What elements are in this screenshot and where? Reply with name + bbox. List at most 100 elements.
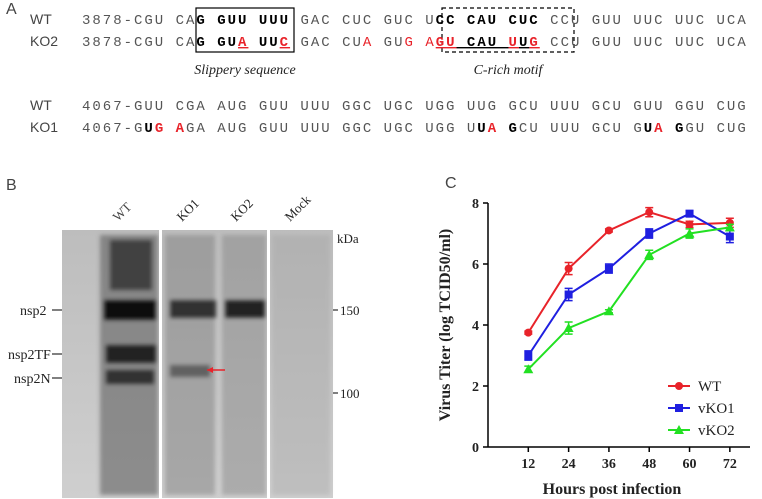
sequence-segment: 3878-CGU CA — [82, 35, 196, 51]
x-tick-label: 48 — [642, 457, 656, 472]
sequence-segment: GU — [436, 35, 457, 51]
series-line — [527, 226, 730, 370]
sequence-segment: U — [144, 121, 154, 137]
sequence-segment: GA AUG GUU UUU GGC UGC UGG U — [186, 121, 477, 137]
sequence-segment: GAC CU — [290, 35, 363, 51]
panel-label: C — [445, 175, 457, 192]
marker — [675, 382, 683, 390]
marker — [684, 228, 695, 238]
sequence-segment: A — [176, 121, 186, 137]
panel-label: A — [6, 1, 17, 18]
x-tick-label: 12 — [521, 457, 535, 472]
marker — [564, 264, 573, 273]
sequence-segment: A — [425, 35, 435, 51]
sequence-segment: 3878-CGU CA — [82, 13, 196, 29]
marker — [524, 351, 533, 360]
sequence-segment: A — [363, 35, 373, 51]
sequence-segment: CCU GUU UUC UUC UCA — [540, 35, 748, 51]
marker — [674, 425, 684, 434]
sequence-segment: G — [675, 121, 685, 137]
caption: C-rich motif — [474, 63, 545, 78]
marker — [523, 364, 534, 374]
sequence-rows: WT 3878-CGU CAG GUU UUU GAC CUC GUC UCC C… — [30, 11, 748, 137]
gel-lanes — [100, 235, 330, 495]
sequence-segment: G — [405, 35, 415, 51]
unit-label: kDa — [337, 231, 359, 246]
slippery-box — [195, 7, 295, 53]
sequence-segment: U — [477, 121, 487, 137]
sequence-segment — [415, 35, 425, 51]
marker — [645, 208, 654, 217]
series-line — [527, 211, 730, 334]
x-tick-label: 72 — [723, 457, 737, 472]
lane-label: WT — [110, 199, 135, 224]
sequence-segment: U — [509, 35, 519, 51]
sequence-segment: 4067-GUU CGA AUG GUU UUU GGC UGC UGG UUG… — [82, 99, 748, 115]
sequence-segment: A — [238, 35, 248, 51]
y-tick-label: 4 — [472, 319, 479, 334]
marker — [644, 249, 655, 259]
y-tick-label: 0 — [472, 441, 479, 456]
sequence-segment: 4067-G — [82, 121, 144, 137]
marker — [564, 290, 573, 299]
panel-label: B — [6, 177, 17, 194]
sequence: 4067-GUG AGA AUG GUU UUU GGC UGC UGG UUA… — [82, 121, 748, 137]
lane-gap — [267, 230, 270, 498]
sequence: 3878-CGU CAG GUA UUC GAC CUA GUG AGU CAU… — [82, 35, 748, 51]
marker — [685, 220, 694, 229]
sequence-segment — [165, 121, 175, 137]
lane-gap — [159, 230, 162, 498]
marker — [563, 323, 574, 333]
row-label: WT — [30, 97, 52, 113]
lane-label: KO2 — [228, 196, 256, 224]
legend-label: vKO2 — [698, 423, 735, 439]
marker — [604, 264, 613, 273]
band-label: nsp2TF — [8, 348, 51, 363]
x-axis-label: Hours post infection — [543, 481, 682, 498]
sequence: 4067-GUU CGA AUG GUU UUU GGC UGC UGG UUG… — [82, 99, 748, 115]
y-tick-label: 6 — [472, 258, 479, 273]
sequence: 3878-CGU CAG GUU UUU GAC CUC GUC UCC CAU… — [82, 13, 748, 29]
sequence-segment: G — [529, 35, 539, 51]
c-rich-box — [441, 7, 575, 53]
row-label: KO1 — [30, 119, 58, 135]
marker — [725, 232, 734, 241]
sequence-segment: CC CAU CUC — [436, 13, 540, 29]
sequence-segment — [498, 121, 508, 137]
y-axis-label: Virus Titer (log TCID50/ml) — [437, 229, 454, 421]
sequence-segment: G — [509, 121, 519, 137]
y-tick-label: 2 — [472, 380, 479, 395]
sequence-segment: GU CUG — [685, 121, 747, 137]
series-line — [527, 212, 731, 357]
marker — [675, 404, 683, 412]
sequence-segment: GAC CUC GUC U — [290, 13, 436, 29]
sequence-segment: U — [519, 35, 529, 51]
arrow-head — [207, 367, 213, 373]
sequence-segment: CCU GUU UUC UUC UCA — [540, 13, 748, 29]
sequence-segment — [665, 121, 675, 137]
marker-label: 150 — [340, 303, 360, 318]
legend-label: vKO1 — [698, 401, 735, 417]
marker — [724, 222, 735, 232]
legend-label: WT — [698, 379, 721, 395]
sequence-segment: G GU — [196, 35, 238, 51]
caption: Slippery sequence — [194, 63, 295, 78]
sequence-segment: CU UUU GCU G — [519, 121, 644, 137]
sequence-segment: C — [280, 35, 290, 51]
lane-label: Mock — [282, 192, 314, 224]
marker-label: 100 — [340, 386, 360, 401]
sequence-segment: GU — [373, 35, 404, 51]
sequence-segment: A — [654, 121, 664, 137]
marker — [604, 226, 613, 235]
y-tick-label: 8 — [472, 197, 479, 212]
sequence-segment: G GUU UUU — [196, 13, 290, 29]
x-tick-label: 36 — [602, 457, 616, 472]
sequence-segment: UU — [248, 35, 279, 51]
x-tick-label: 24 — [562, 457, 576, 472]
sequence-segment: G — [155, 121, 165, 137]
sequence-segment: CAU — [457, 35, 509, 51]
band-label: nsp2 — [20, 304, 46, 319]
marker — [685, 209, 694, 218]
